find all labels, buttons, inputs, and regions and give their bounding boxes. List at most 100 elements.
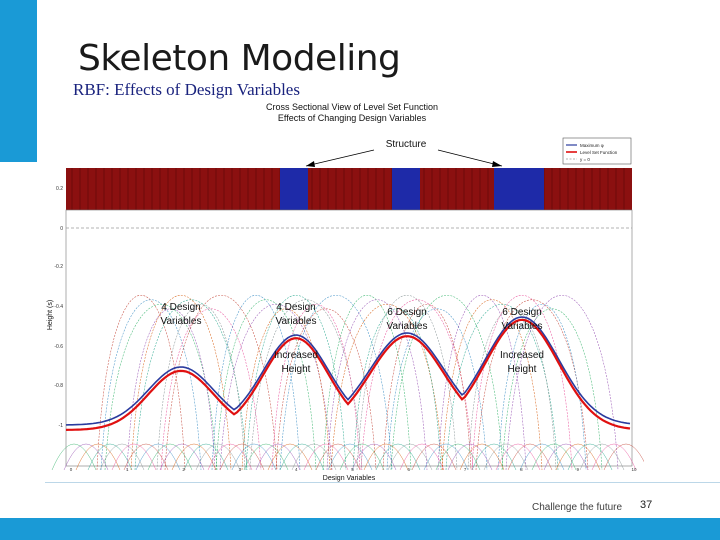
rbf-base-curve	[195, 443, 241, 471]
rbf-base-curve	[531, 443, 577, 471]
figure-title-line2: Effects of Changing Design Variables	[278, 113, 427, 123]
figure-title-line1: Cross Sectional View of Level Set Functi…	[266, 102, 438, 112]
rbf-base-curve	[507, 443, 553, 471]
y-tick-label: -0.6	[54, 344, 63, 350]
rbf-curve	[249, 299, 363, 471]
structure-band-background	[66, 168, 632, 210]
structure-label-group: Structure	[305, 139, 503, 167]
legend-label-levelset: Level Set Function	[580, 150, 618, 155]
rbf-base-curve	[375, 443, 421, 471]
annotation-2-line1: 4 Design	[276, 302, 315, 313]
rbf-base-curve	[207, 443, 253, 471]
rbf-base-curve	[267, 443, 313, 471]
y-axis-label: Height (s)	[47, 300, 54, 330]
rbf-curve	[104, 304, 218, 471]
structure-arrowhead-right	[492, 161, 502, 167]
legend-box	[562, 137, 632, 165]
footer-divider	[45, 482, 720, 483]
rbf-curve	[271, 304, 361, 471]
rbf-base-curve	[567, 443, 613, 471]
annotation-3-line2: Variables	[387, 321, 428, 332]
rbf-base-curve	[603, 443, 644, 471]
structure-blue-block-3	[494, 168, 544, 210]
rbf-base-curve	[591, 443, 637, 471]
footer-tagline: Challenge the future	[532, 502, 623, 513]
rbf-base-curve	[219, 443, 265, 471]
y-tick-label: -0.4	[54, 304, 63, 310]
rbf-base-curve	[543, 443, 589, 471]
bottom-accent-bar	[0, 518, 720, 540]
y-tick-label: -0.8	[54, 383, 63, 389]
annotation-2-line2: Variables	[276, 316, 317, 327]
rbf-curve	[471, 294, 573, 471]
rbf-curve	[505, 294, 619, 471]
page-number: 37	[640, 499, 653, 511]
structure-blue-block-2	[392, 168, 420, 210]
y-tick-label: 0.2	[56, 186, 63, 192]
annotation-3-line1: 6 Design	[387, 307, 426, 318]
plot-frame	[65, 209, 633, 467]
rbf-curve	[126, 308, 216, 471]
annotation-4-line2: Variables	[502, 321, 543, 332]
rbf-curves	[51, 294, 644, 471]
rbf-curve	[360, 299, 474, 471]
structure-arrow-left	[305, 149, 375, 167]
y-tick-label: -1	[59, 423, 64, 429]
rbf-base-curve	[411, 443, 457, 471]
rbf-curve	[156, 304, 246, 471]
rbf-curve	[245, 294, 347, 471]
rbf-curve	[475, 299, 589, 471]
rbf-base-curve	[63, 443, 109, 471]
rbf-curve	[322, 294, 412, 471]
annotation-1-line1: 4 Design	[161, 302, 200, 313]
y-tick-label: -0.2	[54, 264, 63, 270]
rbf-base-curve	[519, 443, 565, 471]
rbf-base-curve	[579, 443, 625, 471]
annotation-6-line2: Height	[508, 364, 537, 375]
rbf-base-curve	[303, 443, 349, 471]
rbf-curve	[215, 299, 317, 471]
rbf-curve	[326, 299, 428, 471]
rbf-curve	[164, 294, 278, 471]
level-set-curve	[65, 318, 631, 431]
rbf-curve	[211, 294, 301, 471]
rbf-curve	[134, 299, 248, 471]
rbf-curve	[501, 308, 603, 471]
annotation-6-line1: Increased	[500, 350, 544, 361]
rbf-base-curve	[75, 443, 121, 471]
rbf-base-curve	[447, 443, 493, 471]
max-phi-curve	[65, 316, 631, 426]
y-axis: 0.2 0 -0.2 -0.4 -0.6 -0.8 -1 Height (s)	[47, 186, 63, 429]
legend-label-max: Maximum φ	[580, 143, 604, 148]
rbf-curve	[279, 294, 393, 471]
y-tick-label: 0	[60, 226, 63, 232]
rbf-base-curve	[135, 443, 181, 471]
structure-arrowhead-left	[306, 161, 315, 167]
rbf-base-curve	[111, 443, 157, 471]
x-tick-label: 6	[408, 467, 411, 472]
rbf-base-curve	[231, 443, 277, 471]
rbf-base-curve	[459, 443, 505, 471]
rbf-base-curve	[435, 443, 481, 471]
rbf-base-curve	[339, 443, 385, 471]
x-tick-label: 0	[70, 467, 73, 472]
rbf-base-curve	[87, 443, 133, 471]
rbf-curve	[100, 299, 202, 471]
legend-label-zero: y = 0	[580, 157, 590, 162]
rbf-curve	[467, 308, 557, 471]
rbf-base-curve	[495, 443, 541, 471]
x-tick-label: 9	[576, 467, 579, 472]
rbf-curve	[390, 294, 504, 471]
structure-band	[66, 168, 632, 210]
x-tick-label: 7	[464, 467, 467, 472]
plot-area: 4 Design Variables 4 Design Variables 6 …	[51, 209, 644, 471]
rbf-base-curve	[555, 443, 601, 471]
structure-arrow-right	[437, 149, 503, 167]
rbf-curve	[96, 294, 186, 471]
rbf-curve	[386, 308, 488, 471]
x-tick-label: 4	[295, 467, 298, 472]
x-tick-label: 5	[351, 467, 354, 472]
rbf-curve	[352, 308, 442, 471]
annotation-5-line2: Height	[282, 364, 311, 375]
rbf-curve	[356, 294, 458, 471]
